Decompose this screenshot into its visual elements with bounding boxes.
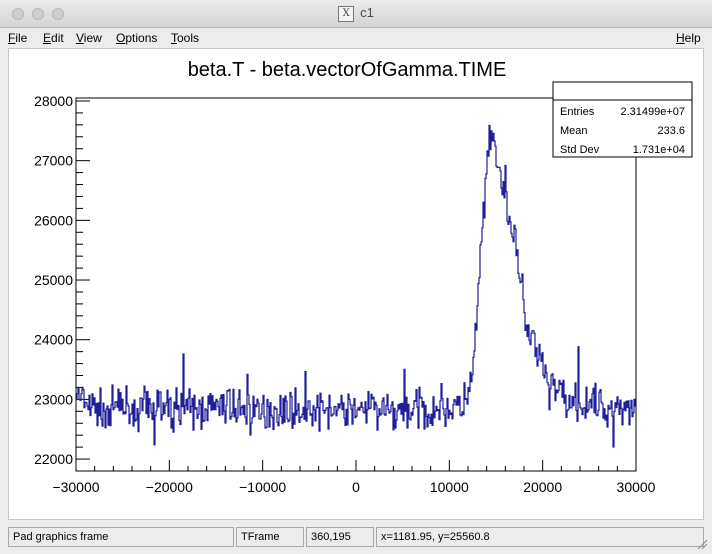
x-tick-label: −30000 [52,479,99,495]
menu-view-mnemonic: V [76,31,84,45]
stats-mean-value: 233.6 [657,125,685,137]
y-tick-label: 27000 [34,153,73,169]
window-title: c1 [360,5,374,20]
stats-box-frame [552,81,693,158]
plot-frame[interactable] [75,97,637,472]
y-tick-label: 22000 [34,451,73,467]
x-tick-label: 20000 [523,479,562,495]
histogram-line [76,124,636,448]
status-pixel: 360,195 [306,527,374,547]
menu-edit-label: dit [51,31,64,45]
stats-stddev-label: Std Dev [560,144,600,156]
canvas-pad[interactable]: beta.T - beta.vectorOfGamma.TIME −30000−… [8,48,704,520]
y-tick-label: 26000 [34,212,73,228]
menu-bar: File Edit View Options Tools Help [0,28,712,48]
menu-help[interactable]: Help [676,31,701,45]
y-axis: 22000 23000 24000 25000 26000 27000 28000 [34,93,90,472]
menu-file-mnemonic: F [8,31,16,45]
status-object: TFrame [236,527,304,547]
y-tick-label: 24000 [34,332,73,348]
chart-title: beta.T - beta.vectorOfGamma.TIME [188,59,507,81]
x-tick-label: −20000 [146,479,193,495]
menu-file-label: ile [15,31,28,45]
stats-box[interactable]: Entries 2.31499e+07 Mean 233.6 Std Dev 1… [552,81,693,158]
x-tick-label: −10000 [239,479,286,495]
menu-tools-label: ools [177,31,200,45]
menu-help-mnemonic: H [676,31,685,45]
menu-options[interactable]: Options [116,31,157,45]
stats-mean-label: Mean [560,125,588,137]
menu-edit[interactable]: Edit [43,31,64,45]
stats-entries-value: 2.31499e+07 [620,106,685,118]
menu-edit-mnemonic: E [43,31,52,45]
stats-entries-label: Entries [560,106,595,118]
resize-grip-icon[interactable] [696,538,708,550]
y-tick-label: 28000 [34,93,73,109]
stats-stddev-value: 1.731e+04 [633,144,685,156]
x-axis: −30000 −20000 −10000 0 10000 20000 30000 [52,460,656,495]
menu-options-mnemonic: O [116,31,126,45]
x-tick-label: 0 [352,479,360,495]
status-bar: Pad graphics frame TFrame 360,195 x=1181… [0,522,712,554]
menu-options-label: ptions [125,31,158,45]
menu-view[interactable]: View [76,31,102,45]
status-coords: x=1181.95, y=25560.8 [376,527,704,547]
menu-tools[interactable]: Tools [171,31,199,45]
menu-tools-mnemonic: T [171,31,177,45]
x-tick-label: 30000 [617,479,656,495]
y-tick-label: 23000 [34,391,73,407]
menu-help-label: elp [684,31,701,45]
x11-icon: X [338,5,355,22]
y-tick-label: 25000 [34,272,73,288]
close-window-button[interactable] [12,8,24,20]
menu-file[interactable]: File [8,31,27,45]
minimize-window-button[interactable] [32,8,44,20]
x-tick-label: 10000 [430,479,469,495]
histogram-plot[interactable]: beta.T - beta.vectorOfGamma.TIME −30000−… [9,49,703,519]
menu-view-label: iew [83,31,102,45]
zoom-window-button[interactable] [52,8,64,20]
status-pad: Pad graphics frame [8,527,234,547]
